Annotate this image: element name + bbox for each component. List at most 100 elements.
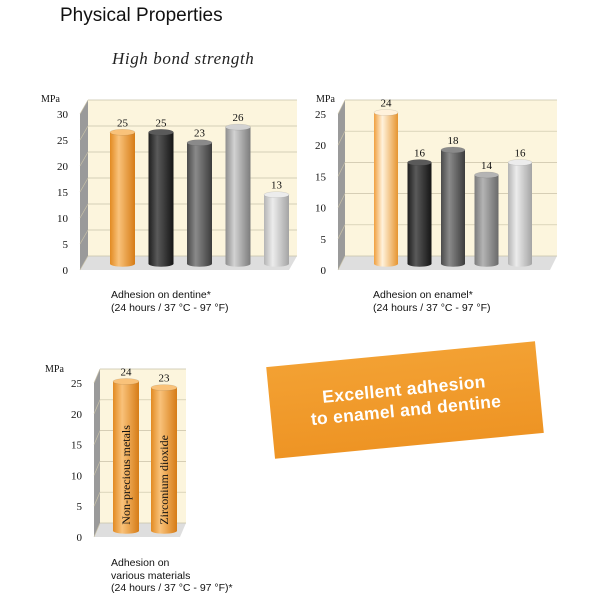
bar-top [263,191,290,198]
y-tick-label: 25 [71,378,83,390]
y-tick-label: 20 [315,140,327,152]
data-label: 18 [448,135,460,147]
category-label: Zirconium dioxide [157,435,171,525]
bar [407,162,432,264]
data-label: 25 [117,117,129,129]
data-label: 26 [233,112,245,124]
gridline-side [93,430,101,445]
gridline-side [79,203,89,219]
y-tick-label: 15 [71,440,83,452]
data-label: 24 [381,98,393,110]
y-tick-label: 20 [57,161,69,173]
chart-side-wall [94,369,100,537]
gridline-side [79,99,89,115]
bar-base [151,527,177,534]
page-subtitle: High bond strength [112,49,255,68]
caption-line: Adhesion on [111,557,170,569]
materials-caption: Adhesion on various materials (24 hours … [111,557,233,595]
page-title: Physical Properties [60,5,223,26]
bar-top [407,159,432,166]
gridline-side [337,255,346,271]
bar-base [110,260,135,267]
data-label: 13 [271,180,283,192]
bar-top [474,171,499,179]
enamel-adhesion-chart: 0 5 10 15 20 25 MPa 24 16 18 14 16 [315,94,557,277]
bar [374,112,398,264]
bar-top [186,139,213,146]
y-tick-label: 25 [315,109,327,121]
y-tick-label: 15 [57,187,69,199]
gridline-side [337,162,346,177]
gridline-side [93,522,101,538]
bar [110,132,135,264]
dentine-caption: Adhesion on dentine* (24 hours / 37 °C -… [111,289,229,314]
gridline-side [79,151,89,167]
bar [264,194,289,264]
bar-top [507,159,533,166]
bar-base [148,260,174,267]
y-tick-label: 5 [63,239,69,251]
bar-base [407,260,432,267]
data-label: 23 [159,373,171,385]
bar-base [508,260,532,267]
bar [187,142,212,264]
adhesion-banner: Excellent adhesion to enamel and dentine [266,341,544,459]
y-unit-label: MPa [41,94,60,105]
data-label: 16 [515,147,527,159]
y-tick-label: 25 [57,135,69,147]
category-label: Non-precious metals [119,425,133,525]
y-tick-label: 5 [321,234,327,246]
bar-base [374,260,398,267]
gridline-side [93,368,101,384]
gridline-side [79,177,89,193]
y-tick-label: 0 [321,265,327,277]
gridline-side [79,229,89,245]
gridline-side [79,255,89,271]
bar [441,149,465,264]
bar [508,162,532,264]
bar-top [440,146,466,154]
bar-base [441,260,465,267]
bar [474,174,499,264]
gridline-side [93,399,101,414]
enamel-caption: Adhesion on enamel* (24 hours / 37 °C - … [373,289,491,314]
y-tick-label: 10 [71,470,83,482]
bar [148,132,174,264]
gridline-side [337,193,346,208]
bar-base [225,260,251,267]
gridline-side [337,224,346,239]
gridline-side [93,492,101,507]
bar-top [148,129,174,136]
data-label: 14 [481,160,493,172]
gridline-side [93,461,101,476]
y-tick-label: 30 [57,109,69,121]
caption-line: (24 hours / 37 °C - 97 °F) [111,301,229,314]
bar [113,381,139,531]
dentine-adhesion-chart: 0 5 10 15 20 25 30 MPa 25 25 23 26 13 [41,94,297,277]
caption-line: Adhesion on enamel* [373,289,473,301]
bar [151,387,177,531]
y-tick-label: 0 [77,532,83,544]
data-label: 16 [414,147,426,159]
y-tick-label: 0 [63,265,69,277]
bar-base [113,527,139,534]
materials-adhesion-chart: 0 5 10 15 20 25 MPa 24 Non-precious metals 23 Zirc… [45,364,186,544]
caption-line: (24 hours / 37 °C - 97 °F)* [111,582,233,594]
y-unit-label: MPa [45,364,64,375]
data-label: 23 [194,128,206,140]
gridline-side [337,99,346,115]
bar-top [225,123,251,131]
data-label: 24 [121,366,133,378]
y-tick-label: 15 [315,171,327,183]
caption-line: (24 hours / 37 °C - 97 °F) [373,301,491,314]
chart-side-wall [338,100,345,270]
bar [225,127,251,264]
bar-base [187,260,212,267]
bar-base [264,260,289,267]
y-tick-label: 20 [71,409,83,421]
bar-top [373,109,399,116]
caption-line: Adhesion on dentine* [111,289,211,301]
y-tick-label: 10 [57,213,69,225]
data-label: 25 [156,117,168,129]
y-tick-label: 10 [315,203,327,215]
